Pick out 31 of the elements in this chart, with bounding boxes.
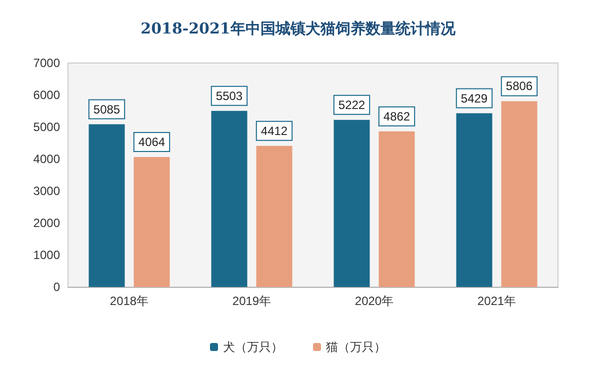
x-tick-label: 2021年	[477, 294, 516, 308]
bar	[334, 120, 370, 287]
x-tick-label: 2020年	[354, 294, 394, 308]
data-label: 4862	[383, 109, 410, 124]
x-tick-label: 2019年	[232, 294, 272, 308]
data-label: 5429	[460, 91, 488, 106]
y-tick-label: 0	[53, 280, 60, 294]
legend-label: 猫（万只）	[326, 340, 386, 354]
y-tick-label: 2000	[33, 216, 60, 230]
chart-title: 2018-2021年中国城镇犬猫饲养数量统计情况	[140, 20, 456, 38]
bar	[256, 146, 292, 287]
bar	[378, 131, 415, 287]
data-label: 4412	[260, 124, 288, 138]
y-tick-label: 6000	[33, 88, 60, 102]
data-label: 5806	[506, 79, 533, 94]
bar	[211, 110, 248, 287]
y-tick-label: 3000	[33, 184, 60, 198]
data-label: 5503	[216, 88, 243, 103]
bar	[501, 101, 538, 287]
data-label: 4064	[138, 134, 166, 149]
y-tick-label: 7000	[33, 56, 60, 70]
data-label: 5222	[338, 98, 366, 112]
y-tick-label: 5000	[33, 120, 60, 134]
x-tick-label: 2018年	[110, 294, 149, 308]
y-tick-label: 4000	[33, 152, 60, 166]
bar	[134, 156, 170, 287]
bar	[88, 124, 125, 287]
legend-label: 犬（万只）	[223, 340, 283, 354]
data-label: 5085	[93, 102, 120, 116]
bar	[456, 113, 492, 287]
y-tick-label: 1000	[33, 248, 60, 262]
